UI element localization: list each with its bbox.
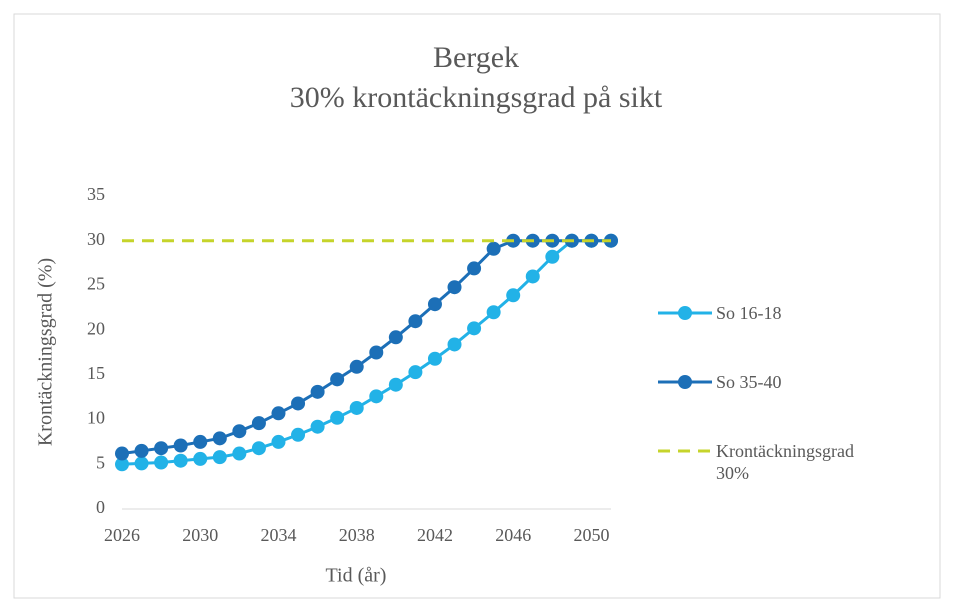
data-point <box>134 456 149 471</box>
data-point <box>271 434 286 449</box>
data-point <box>330 410 345 425</box>
chart-border <box>13 13 941 599</box>
data-point <box>212 450 227 465</box>
data-point <box>427 297 442 312</box>
y-tick-label: 20 <box>87 318 105 338</box>
data-point <box>349 359 364 374</box>
data-point <box>154 455 169 470</box>
data-point <box>291 396 306 411</box>
x-axis-label: Tid (år) <box>326 565 387 587</box>
data-point <box>467 321 482 336</box>
data-point <box>388 377 403 392</box>
data-point <box>408 365 423 380</box>
data-point <box>349 400 364 415</box>
data-point <box>115 446 129 461</box>
data-point <box>408 314 423 329</box>
data-point <box>427 351 442 366</box>
data-point <box>310 419 325 434</box>
data-point <box>330 372 345 387</box>
data-point <box>447 337 462 352</box>
y-tick-label: 35 <box>87 184 105 204</box>
data-point <box>447 280 462 295</box>
y-tick-label: 10 <box>87 408 105 428</box>
chart-subtitle: 30% krontäckningsgrad på sikt <box>290 81 663 114</box>
y-tick-label: 15 <box>87 363 105 383</box>
y-tick-label: 5 <box>96 452 105 472</box>
legend-marker <box>678 375 692 389</box>
legend-label: So 16-18 <box>716 303 782 323</box>
x-tick-label: 2042 <box>417 525 453 545</box>
legend-label: Krontäckningsgrad 30% <box>716 441 854 483</box>
data-point <box>154 441 169 456</box>
data-point <box>232 446 247 461</box>
data-point <box>291 427 306 442</box>
data-point <box>310 384 325 399</box>
legend-label: So 35-40 <box>716 372 782 392</box>
x-tick-label: 2038 <box>339 525 375 545</box>
data-point <box>134 443 149 458</box>
data-point <box>467 261 482 276</box>
data-point <box>212 431 227 446</box>
x-tick-label: 2050 <box>573 525 609 545</box>
x-tick-label: 2026 <box>104 525 140 545</box>
data-point <box>525 269 540 284</box>
data-point <box>193 434 208 449</box>
data-point <box>193 451 208 466</box>
data-point <box>486 305 501 320</box>
data-point <box>271 406 286 421</box>
data-point <box>369 389 384 404</box>
y-axis-label: Krontäckningsgrad (%) <box>35 258 57 446</box>
data-point <box>232 424 247 439</box>
chart-title: Bergek <box>433 41 519 74</box>
y-tick-label: 0 <box>96 497 105 517</box>
x-tick-label: 2030 <box>182 525 218 545</box>
y-tick-label: 25 <box>87 274 105 294</box>
data-point <box>251 441 266 456</box>
data-point <box>115 457 129 472</box>
data-point <box>251 416 266 431</box>
x-tick-label: 2046 <box>495 525 531 545</box>
data-point <box>506 288 521 303</box>
legend-marker <box>678 306 692 320</box>
x-tick-label: 2034 <box>260 525 296 545</box>
y-tick-label: 30 <box>87 229 105 249</box>
data-point <box>545 249 560 264</box>
data-point <box>173 438 188 453</box>
data-point <box>369 345 384 360</box>
data-point <box>388 330 403 345</box>
data-point <box>486 241 501 256</box>
data-point <box>173 453 188 468</box>
